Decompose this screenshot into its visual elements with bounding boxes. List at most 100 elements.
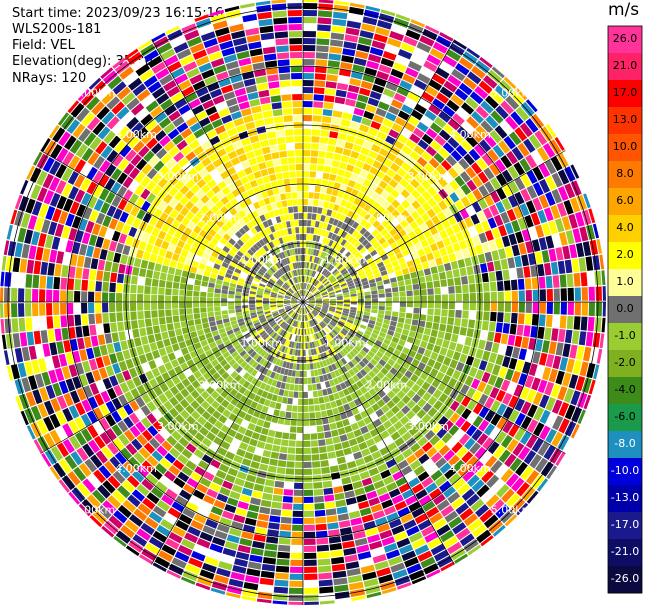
gate-cell [518,242,527,255]
gate-cell [434,302,441,309]
gate-cell [329,465,339,473]
gate-cell [207,297,214,302]
gate-cell [256,208,264,216]
gate-cell [223,363,231,371]
gate-cell [491,364,501,376]
gate-cell [310,312,315,318]
gate-cell [475,105,489,119]
gate-cell [308,304,315,307]
gate-cell [364,294,371,299]
gate-cell [564,329,573,344]
gate-cell [218,328,226,334]
gate-cell [267,167,275,175]
gate-cell [246,277,253,283]
gate-cell [432,273,440,281]
gate-cell [99,249,108,260]
gate-cell [428,157,440,169]
gate-cell [228,298,235,302]
gate-cell [311,287,317,293]
gate-cell [543,445,556,460]
gate-cell [248,358,256,366]
gate-cell [130,275,138,285]
gate-cell [276,327,282,334]
gate-cell [307,255,311,262]
gate-cell [423,268,431,276]
gate-cell [329,543,343,551]
gate-cell [366,591,382,599]
gate-cell [199,531,213,542]
gate-cell [214,27,230,37]
gate-cell [238,101,250,110]
gate-cell [86,181,98,195]
gate-cell [494,125,508,139]
gate-cell [321,417,329,425]
gate-cell [345,98,356,107]
gate-cell [110,168,122,181]
gate-cell [284,383,290,390]
gate-cell [328,309,335,313]
gate-cell [282,375,288,383]
gate-cell [286,404,293,412]
gate-cell [159,135,171,147]
gate-cell [103,323,111,334]
gate-cell [558,418,570,434]
gate-cell [284,316,290,322]
gate-cell [372,220,381,229]
gate-cell [196,385,205,395]
gate-cell [68,491,81,505]
gate-cell [151,286,158,295]
gate-cell [176,239,186,249]
gate-cell [151,310,158,318]
gate-cell [329,131,339,139]
gate-cell [157,200,168,211]
gate-cell [371,473,382,483]
gate-cell [448,302,455,310]
gate-cell [315,281,321,288]
gate-cell [279,446,288,454]
gate-cell [315,304,322,306]
gate-cell [267,251,273,258]
gate-cell [317,258,322,265]
gate-cell [303,157,310,164]
gate-cell [388,179,399,189]
gate-cell [273,209,280,217]
gate-cell [399,352,408,361]
gate-cell [446,349,455,359]
gate-cell [203,327,211,334]
gate-cell [195,395,205,405]
gate-cell [219,359,228,367]
gate-cell [336,307,343,311]
gate-cell [433,315,441,323]
gate-cell [131,122,144,135]
gate-cell [337,302,343,304]
gate-cell [266,436,275,444]
gate-cell [324,380,331,388]
gate-cell [334,584,349,593]
gate-cell [401,550,417,562]
gate-cell [210,195,220,204]
gate-cell [385,458,397,469]
gate-cell [443,80,458,93]
gate-cell [269,174,277,182]
gate-cell [55,180,67,195]
gate-cell [142,497,156,510]
gate-cell [145,542,160,555]
gate-cell [102,500,117,514]
gate-cell [314,326,318,333]
gate-cell [447,491,461,504]
gate-cell [333,182,341,190]
gate-cell [95,292,102,302]
gate-cell [193,448,205,459]
gate-cell [386,400,396,409]
gate-cell [328,365,334,372]
gate-cell [123,429,136,442]
gate-cell [96,85,111,100]
gate-cell [307,294,313,299]
gate-cell [303,290,305,297]
gate-cell [71,487,86,503]
gate-cell [382,323,389,330]
gate-cell [281,251,286,259]
gate-cell [545,191,556,206]
gate-cell [152,349,161,359]
gate-cell [308,303,315,306]
